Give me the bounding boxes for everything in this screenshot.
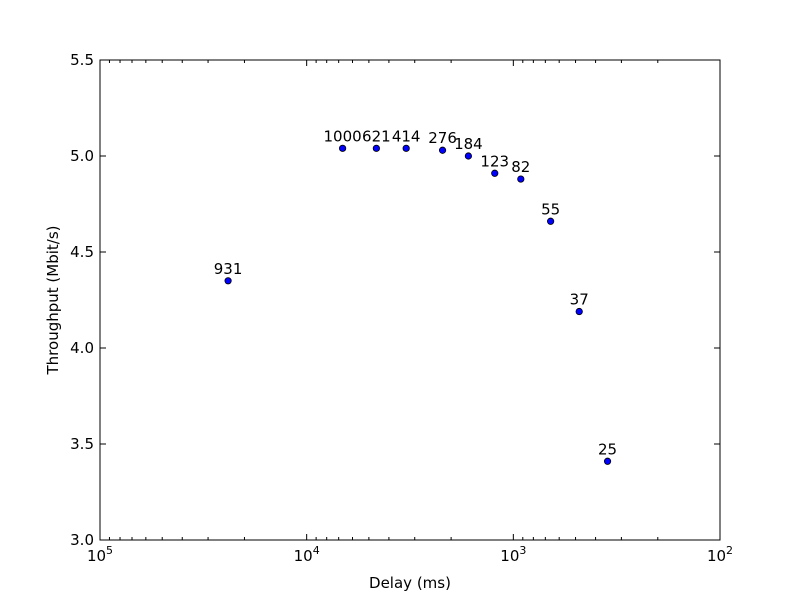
- x-axis-label: Delay (ms): [369, 574, 451, 592]
- y-tick-label: 4.5: [70, 243, 94, 261]
- data-point-label: 82: [511, 158, 530, 176]
- x-tick-label: 105: [87, 544, 113, 565]
- y-tick-label: 5.0: [70, 147, 94, 165]
- data-point-label: 184: [454, 135, 483, 153]
- y-tick-label: 3.0: [70, 531, 94, 549]
- data-point-label: 1000: [324, 127, 362, 145]
- ticks-layer: 3.0 3.5 4.0 4.5 5.0 5.5 105 104 103 102: [70, 51, 733, 565]
- x-tick-label: 102: [707, 544, 733, 565]
- data-point-label: 931: [214, 260, 243, 278]
- data-point: [491, 169, 499, 177]
- data-point-label: 123: [480, 152, 509, 170]
- data-point: [438, 146, 447, 154]
- data-point: [224, 277, 232, 285]
- data-point: [547, 217, 555, 225]
- data-point: [402, 144, 410, 152]
- data-point: [464, 152, 472, 160]
- data-point-label: 25: [598, 440, 617, 458]
- data-point: [339, 144, 347, 152]
- data-point-label: 276: [428, 129, 457, 147]
- y-axis-label: Throughput (Mbit/s): [44, 226, 62, 376]
- plot-frame: [99, 59, 721, 541]
- data-point-label: 414: [392, 127, 421, 145]
- data-point-label: 37: [570, 291, 589, 309]
- data-point: [517, 175, 525, 183]
- x-tick-label: 104: [294, 544, 320, 565]
- data-point: [575, 307, 583, 316]
- y-tick-label: 5.5: [70, 51, 94, 69]
- y-tick-label: 3.5: [70, 435, 94, 453]
- data-point: [372, 144, 380, 152]
- data-point-label: 621: [362, 127, 391, 145]
- x-tick-label: 103: [500, 544, 526, 565]
- data-point-label: 55: [541, 200, 560, 218]
- y-tick-label: 4.0: [70, 339, 94, 357]
- data-point: [603, 457, 612, 465]
